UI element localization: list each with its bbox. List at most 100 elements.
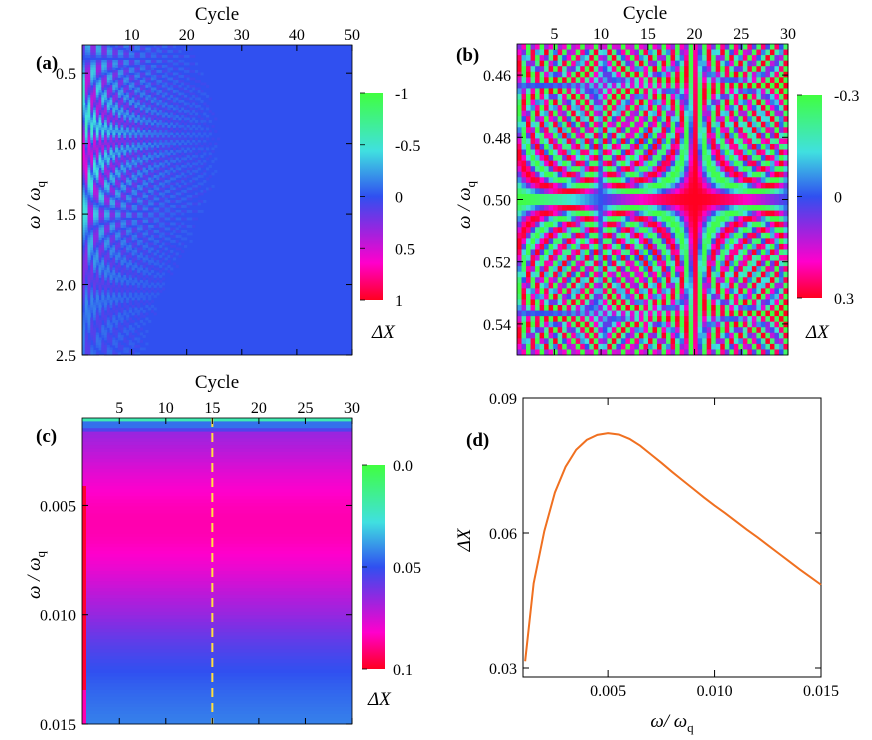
heatmap-b-cell <box>535 205 540 211</box>
heatmap-b-cell <box>575 327 581 334</box>
heatmap-b-cell <box>589 93 595 100</box>
colorbar-tick-label: 0.5 <box>395 241 415 258</box>
heatmap-b-cell <box>562 110 568 117</box>
heatmap-b-cell <box>544 110 550 117</box>
heatmap-a-cell <box>150 225 155 228</box>
heatmap-b-cell <box>598 149 604 156</box>
heatmap-a-cell <box>101 75 105 78</box>
heatmap-b-cell <box>548 188 554 195</box>
heatmap-a-cell <box>145 230 149 233</box>
heatmap-b-cell <box>539 232 545 239</box>
heatmap-a-cell <box>161 125 166 128</box>
heatmap-a-cell <box>98 45 102 48</box>
heatmap-a <box>82 45 221 356</box>
heatmap-a-cell <box>109 200 113 203</box>
heatmap-a-cell <box>87 87 91 91</box>
heatmap-a-cell <box>101 212 105 216</box>
heatmap-a-cell <box>172 62 177 66</box>
heatmap-a-cell <box>87 55 91 58</box>
heatmap-b-cell <box>575 216 581 223</box>
heatmap-a-cell <box>126 95 130 98</box>
heatmap-a-cell <box>109 85 113 88</box>
heatmap-a-cell <box>82 117 86 121</box>
heatmap-a-cell <box>156 47 160 51</box>
heatmap-a-cell <box>194 127 199 131</box>
heatmap-b-cell <box>526 138 531 145</box>
heatmap-a-cell <box>126 250 130 253</box>
heatmap-a-cell <box>87 287 91 291</box>
heatmap-a-cell <box>170 162 174 166</box>
heatmap-a-cell <box>98 165 102 168</box>
heatmap-a-cell <box>95 317 99 321</box>
heatmap-a-cell <box>137 172 141 176</box>
heatmap-a-cell <box>98 197 102 201</box>
heatmap-a-cell <box>87 50 91 53</box>
heatmap-a-cell <box>98 210 102 213</box>
heatmap-a-cell <box>156 45 160 48</box>
heatmap-a-cell <box>181 145 185 148</box>
heatmap-a-cell <box>117 45 121 48</box>
heatmap-a-cell <box>172 85 177 88</box>
heatmap-a-cell <box>142 195 146 198</box>
heatmap-a-cell <box>128 140 132 143</box>
heatmap-a-cell <box>115 205 119 208</box>
heatmap-a-cell <box>131 52 135 56</box>
heatmap-b-cell <box>521 188 527 195</box>
heatmap-a-cell <box>126 145 130 148</box>
heatmap-a-cell <box>95 150 99 153</box>
heatmap-b-cell <box>571 188 577 195</box>
heatmap-a-cell <box>153 245 157 248</box>
heatmap-a-cell <box>148 117 152 121</box>
heatmap-a-cell <box>128 340 132 343</box>
heatmap-a-cell <box>134 157 138 161</box>
heatmap-a-cell <box>82 287 86 291</box>
heatmap-a-cell <box>148 65 152 68</box>
heatmap-a-cell <box>106 212 110 216</box>
heatmap-a-cell <box>139 300 144 303</box>
heatmap-b-cell <box>530 149 536 156</box>
heatmap-a-cell <box>148 262 152 266</box>
heatmap-b-cell <box>562 188 568 195</box>
heatmap-a-cell <box>117 352 121 356</box>
heatmap-a-cell <box>82 77 86 81</box>
heatmap-b-cell <box>593 260 599 267</box>
heatmap-a-cell <box>106 47 110 51</box>
heatmap-a-cell <box>128 220 132 223</box>
heatmap-a-cell <box>126 112 130 116</box>
heatmap-a-cell <box>106 195 110 198</box>
heatmap-b-cell <box>571 293 577 300</box>
heatmap-a-cell <box>123 212 127 216</box>
heatmap-b-cell <box>517 227 522 234</box>
heatmap-a-cell <box>128 197 132 201</box>
heatmap-a-cell <box>128 52 132 56</box>
heatmap-a-cell <box>183 170 188 173</box>
heatmap-b-cell <box>593 116 599 123</box>
heatmap-a-cell <box>117 257 121 261</box>
heatmap-b-cell <box>602 193 608 200</box>
heatmap-a-cell <box>128 60 132 63</box>
heatmap-a-cell <box>189 92 193 96</box>
heatmap-a-cell <box>164 227 168 231</box>
heatmap-b-cell <box>593 299 599 306</box>
heatmap-b-cell <box>517 99 522 106</box>
heatmap-a-cell <box>87 280 91 283</box>
heatmap-b-cell <box>553 71 559 78</box>
heatmap-a-cell <box>112 297 116 301</box>
heatmap-b-cell <box>620 105 626 112</box>
heatmap-a-cell <box>126 267 130 271</box>
heatmap-a-cell <box>101 310 105 313</box>
heatmap-a-cell <box>98 102 102 106</box>
heatmap-b-cell <box>544 166 550 173</box>
heatmap-b-cell <box>580 210 586 217</box>
heatmap-a-cell <box>82 60 86 63</box>
heatmap-a-cell <box>142 235 146 238</box>
heatmap-a-cell <box>112 330 116 333</box>
heatmap-b-cell <box>607 121 613 128</box>
heatmap-b-cell <box>580 221 586 228</box>
heatmap-a-cell <box>186 190 190 193</box>
heatmap-a-cell <box>109 267 113 271</box>
heatmap-a-cell <box>104 230 108 233</box>
heatmap-b-cell <box>530 327 536 334</box>
heatmap-b-cell <box>607 127 613 134</box>
heatmap-a-cell <box>84 207 88 211</box>
